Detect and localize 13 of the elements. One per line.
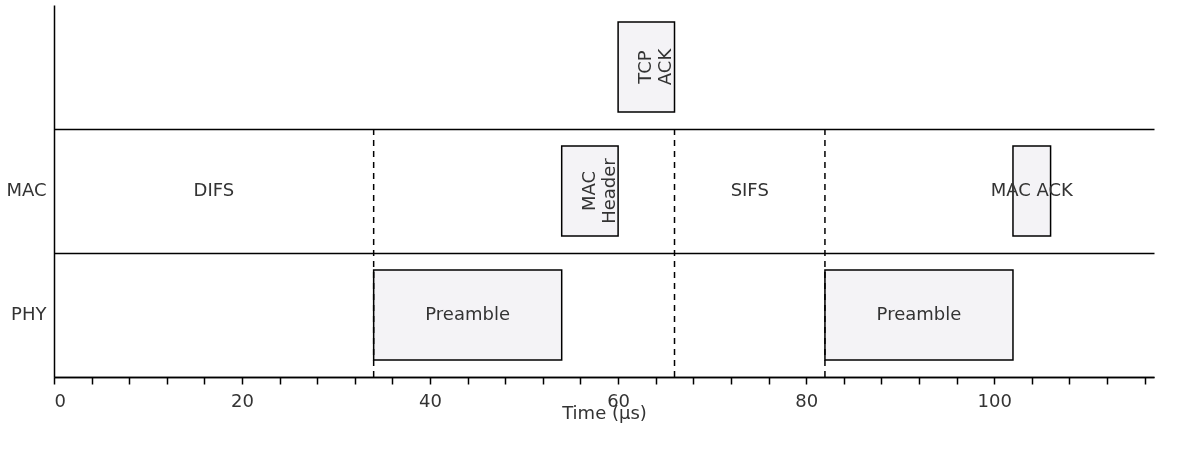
annotation: DIFS [193, 179, 235, 200]
series-label: TCP ACK [634, 47, 676, 86]
annotation: SIFS [730, 179, 769, 200]
y-tick-label: MAC [6, 179, 47, 200]
series-label: MAC Header [577, 157, 619, 224]
series-label: Preamble [425, 303, 511, 324]
x-tick-label: 0 [54, 389, 66, 411]
x-tick-label: 20 [231, 389, 254, 411]
x-tick-label: 100 [977, 389, 1012, 411]
x-tick-label: 40 [419, 389, 443, 411]
x-tick-label: 80 [795, 389, 819, 411]
series-label: Preamble [876, 303, 962, 324]
y-tick-label: PHY [11, 303, 48, 324]
